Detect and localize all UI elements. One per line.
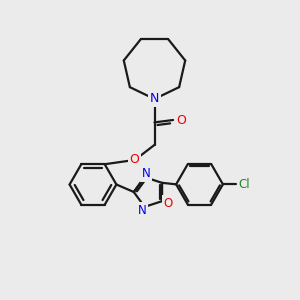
- Text: N: N: [150, 92, 159, 106]
- Text: N: N: [142, 167, 151, 180]
- Text: O: O: [177, 113, 186, 127]
- Text: N: N: [138, 204, 147, 217]
- Text: O: O: [164, 197, 172, 210]
- Text: O: O: [129, 153, 139, 167]
- Text: Cl: Cl: [239, 178, 250, 191]
